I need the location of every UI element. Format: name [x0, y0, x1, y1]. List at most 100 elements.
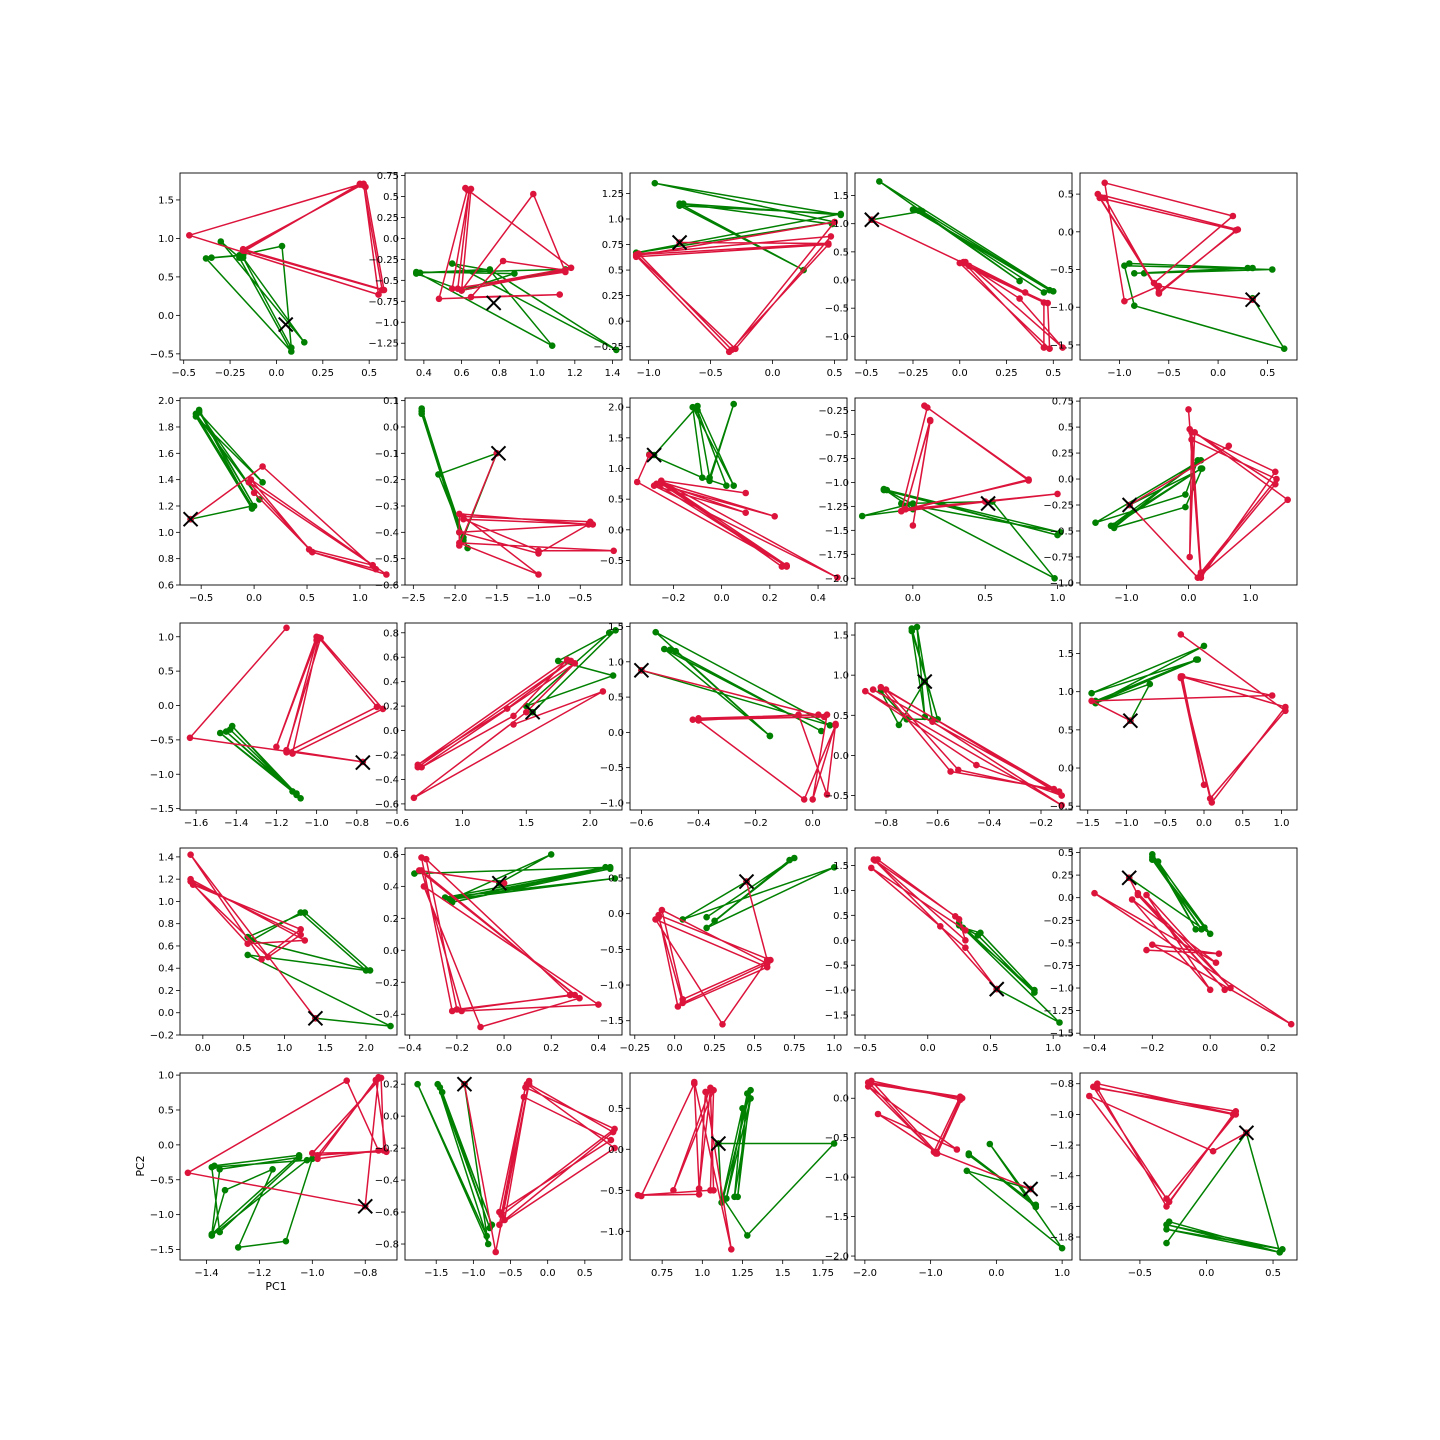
red-series-point — [689, 716, 697, 723]
plot-area — [410, 627, 619, 802]
y-tick-label: −0.75 — [368, 297, 399, 308]
y-tick-label: 1.5 — [1058, 649, 1074, 660]
y-tick-label: −0.8 — [375, 1240, 399, 1251]
y-tick-label: −1.5 — [1050, 340, 1074, 351]
green-series-point — [484, 1240, 492, 1248]
green-series-point — [858, 512, 866, 520]
y-tick-label: −0.1 — [375, 449, 399, 460]
red-series-point — [1200, 781, 1208, 789]
red-series-point — [283, 749, 290, 756]
red-series-point — [691, 1078, 698, 1086]
x-marker — [738, 873, 755, 890]
green-series-point — [216, 1166, 223, 1173]
axes-frame — [1079, 172, 1298, 361]
x-tick-label: 0.0 — [246, 593, 262, 604]
x-tick-label: −1.5 — [1076, 818, 1100, 829]
x-tick-label: −0.5 — [1153, 818, 1177, 829]
red-series-point — [1058, 792, 1065, 799]
x-marker — [456, 1076, 473, 1092]
y-tick-label: −2.0 — [825, 1252, 849, 1263]
red-series-point — [258, 956, 265, 963]
green-series-point — [295, 1154, 303, 1161]
red-series-point — [956, 259, 964, 267]
green-series-point — [666, 646, 674, 654]
subplot-10: −1.0 0.0 1.0 −1.0 −0.75 −0.5 −0.25 0.0 0.25 0.5 0.… — [1043, 397, 1298, 604]
red-series-point — [456, 529, 463, 536]
y-tick-label: 0.1 — [383, 396, 399, 407]
plot-area — [864, 178, 1066, 353]
red-series-point — [973, 761, 980, 769]
red-series-point — [778, 563, 786, 570]
red-series-point — [658, 906, 666, 914]
y-tick-label: −0.5 — [375, 276, 399, 287]
red-series-point — [1044, 299, 1051, 307]
x-tick-label: 0.0 — [195, 1043, 211, 1054]
x-tick-label: 1.5 — [518, 818, 534, 829]
green-series-point — [826, 722, 834, 729]
x-tick-label: −0.8 — [345, 818, 369, 829]
red-series-point — [695, 1185, 703, 1192]
red-series-line — [867, 1080, 1031, 1190]
y-tick-label: 0.0 — [608, 909, 624, 920]
green-series-point — [387, 1022, 394, 1030]
axes-frame — [854, 397, 1073, 586]
x-marker — [1022, 1181, 1039, 1197]
y-tick-label: −0.75 — [1043, 961, 1074, 972]
red-series-point — [1086, 1092, 1093, 1100]
green-series-point — [435, 471, 442, 478]
red-series-point — [1143, 946, 1150, 954]
red-series-point — [800, 796, 808, 803]
x-marker — [1121, 870, 1137, 886]
x-tick-label: 0.5 — [977, 593, 993, 604]
y-tick-label: 1.0 — [158, 897, 174, 908]
red-series-point — [1272, 468, 1279, 476]
x-tick-label: 1.0 — [1054, 1268, 1070, 1279]
green-series-point — [216, 729, 224, 737]
x-marker — [1122, 712, 1139, 729]
red-series-point — [956, 1096, 964, 1104]
x-tick-label: −0.4 — [686, 818, 710, 829]
red-series-point — [562, 267, 569, 274]
y-tick-label: −0.5 — [600, 945, 624, 956]
red-series-point — [500, 879, 508, 887]
green-series-point — [1194, 656, 1202, 663]
red-series-point — [313, 633, 320, 641]
green-series-point — [1131, 270, 1138, 277]
red-series-point — [456, 539, 463, 547]
red-series-point — [862, 687, 869, 695]
x-tick-label: −0.5 — [1157, 368, 1181, 379]
red-series-point — [809, 796, 816, 803]
red-series-point — [1094, 190, 1102, 198]
y-tick-label: 0.5 — [1058, 423, 1074, 434]
x-tick-label: 1.0 — [529, 368, 545, 379]
x-tick-label: 0.0 — [952, 368, 968, 379]
y-tick-label: 0.0 — [1058, 227, 1074, 238]
y-tick-label: −0.5 — [825, 304, 849, 315]
green-series-point — [362, 967, 370, 974]
x-tick-label: −0.5 — [172, 368, 196, 379]
y-tick-label: −1.0 — [150, 1210, 174, 1221]
x-marker — [524, 704, 541, 720]
x-tick-label: 1.5 — [775, 1268, 791, 1279]
x-tick-label: −1.0 — [1114, 818, 1138, 829]
red-series-point — [877, 683, 885, 691]
y-tick-label: 0.75 — [377, 171, 399, 182]
green-series-point — [837, 211, 845, 219]
red-series-point — [864, 1083, 872, 1090]
red-series-point — [571, 991, 579, 999]
x-tick-label: 0.4 — [810, 593, 826, 604]
red-series-point — [1208, 799, 1216, 806]
green-series-point — [672, 647, 679, 655]
plot-area — [634, 1078, 838, 1253]
y-tick-label: −1.2 — [1050, 1141, 1074, 1152]
x-tick-label: 1.0 — [826, 1043, 842, 1054]
plot-area — [414, 1076, 618, 1256]
x-tick-label: −1.0 — [918, 1268, 942, 1279]
x-axis-label: PC1 — [265, 1280, 286, 1293]
green-series-point — [723, 482, 730, 490]
red-series-point — [650, 482, 658, 490]
y-tick-label: 0.8 — [158, 554, 174, 565]
x-tick-label: 0.5 — [1235, 818, 1251, 829]
y-tick-label: 1.6 — [158, 449, 174, 460]
